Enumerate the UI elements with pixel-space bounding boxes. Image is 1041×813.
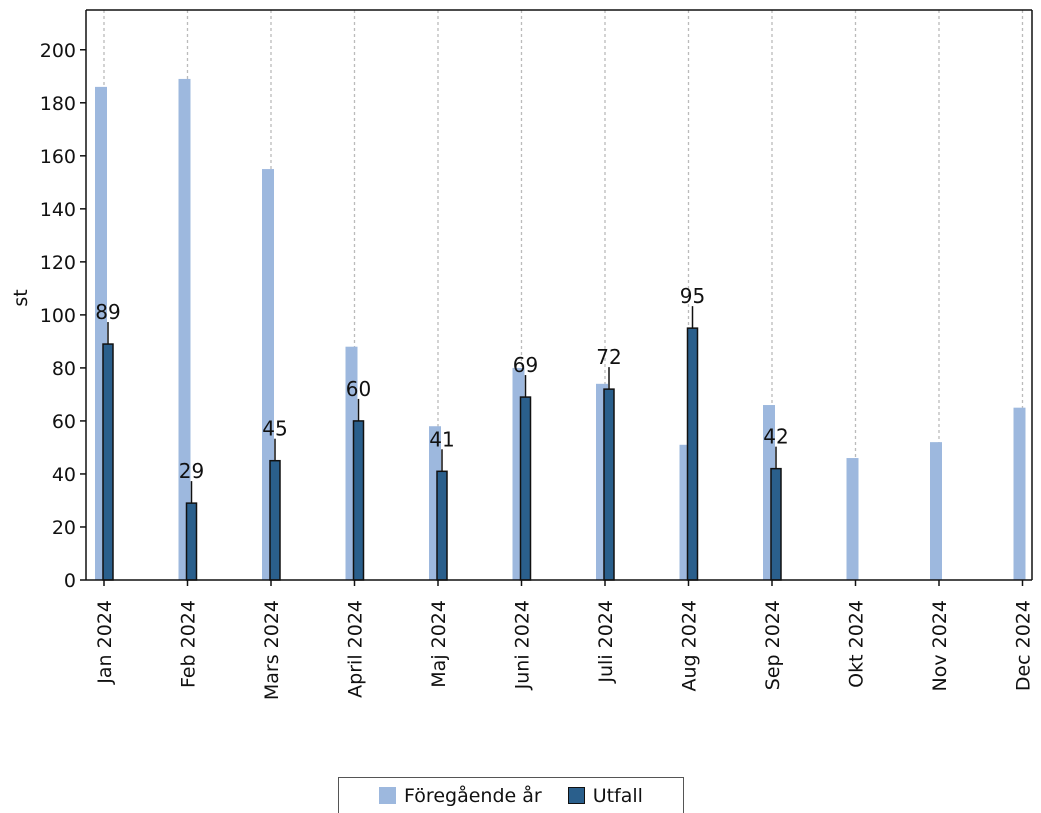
bar-outcome: [770, 467, 782, 581]
y-tick-label: 80: [52, 358, 76, 380]
x-tick-label: Okt 2024: [846, 600, 868, 688]
legend-swatch-previous-year: [379, 787, 397, 804]
y-axis-title: st: [10, 289, 32, 306]
legend-label-outcome: Utfall: [592, 784, 643, 807]
x-tick-label: Mars 2024: [261, 600, 283, 700]
bar-outcome: [269, 459, 281, 581]
x-tick-label: Maj 2024: [428, 600, 450, 688]
bar-outcome: [436, 470, 448, 581]
legend-label-previous-year: Föregående år: [404, 784, 542, 807]
y-tick-label: 0: [64, 570, 76, 592]
bar-outcome: [352, 420, 365, 581]
bar-outcome: [686, 327, 699, 581]
x-tick-label: Sep 2024: [762, 600, 784, 690]
y-tick-label: 100: [40, 305, 76, 327]
bar-outcome: [102, 343, 114, 581]
data-label: 45: [262, 417, 287, 441]
bar-outcome: [185, 502, 198, 581]
gridlines: [103, 10, 1024, 580]
bar-outcome: [603, 388, 615, 581]
data-label: 42: [763, 425, 788, 449]
bar-previous-year: [846, 458, 859, 580]
data-label: 29: [179, 459, 204, 483]
axes: 0 20 40 60 80 100 120 140 160 180 200 Jan 2024 Feb 2…: [40, 9, 1035, 700]
y-tick-label: 60: [52, 411, 76, 433]
y-tick-label: 160: [40, 146, 76, 168]
bar-previous-year: [178, 78, 191, 580]
data-label: 89: [95, 300, 120, 324]
y-tick-label: 120: [40, 252, 76, 274]
legend-item-outcome: Utfall: [567, 784, 643, 807]
bar-previous-year: [1013, 407, 1026, 580]
y-tick-label: 140: [40, 199, 76, 221]
x-tick-label: Feb 2024: [178, 600, 200, 688]
y-tick-label: 180: [40, 93, 76, 115]
data-label: 72: [596, 345, 621, 369]
x-tick-label: Nov 2024: [929, 600, 951, 691]
x-tick-label: Dec 2024: [1013, 600, 1035, 691]
x-tick-label: Juli 2024: [595, 600, 617, 684]
bar-outcome: [519, 396, 532, 581]
legend-item-previous-year: Föregående år: [379, 785, 542, 807]
x-tick-label: Juni 2024: [512, 600, 534, 690]
y-tick-label: 20: [52, 517, 76, 539]
data-labels: 89 29 45 60 41 69 72 95 42: [95, 284, 789, 504]
data-label: 69: [513, 353, 538, 377]
bars: [95, 78, 1026, 581]
bar-chart: 89 29 45 60 41 69 72 95 42 0 20 40 60 80 100 120 140 160…: [10, 9, 1035, 700]
y-tick-label: 200: [40, 40, 76, 62]
x-tick-label: Jan 2024: [94, 600, 116, 685]
data-label: 41: [429, 427, 454, 451]
x-tick-label: Aug 2024: [679, 600, 701, 692]
bar-previous-year: [930, 442, 942, 580]
y-tick-label: 40: [52, 464, 76, 486]
legend-swatch-outcome: [567, 787, 585, 804]
x-tick-label: April 2024: [345, 600, 367, 698]
data-label: 95: [680, 284, 705, 308]
legend: Föregående år Utfall: [338, 777, 684, 813]
data-label: 60: [346, 377, 371, 401]
